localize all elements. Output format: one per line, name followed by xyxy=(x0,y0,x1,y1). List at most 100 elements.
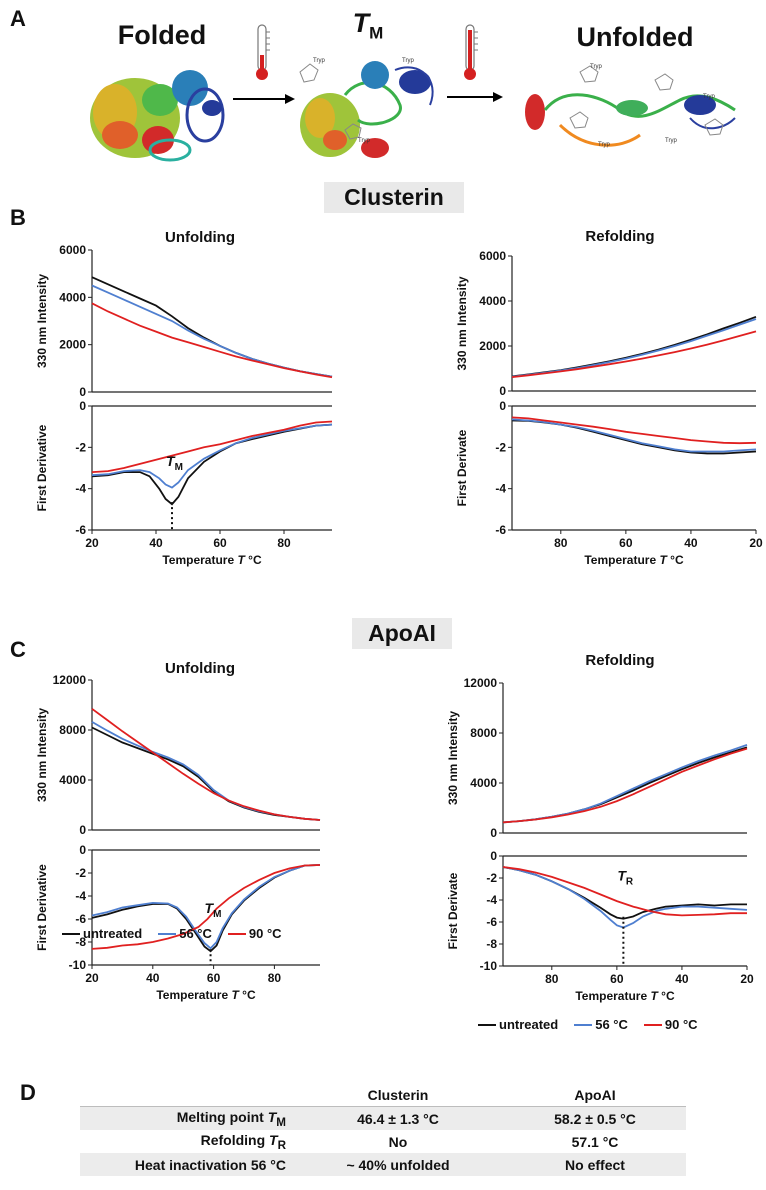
clusterin-unfolding-intensity-ylabel: 330 nm Intensity xyxy=(35,274,49,368)
arrow-right-icon xyxy=(233,94,295,104)
apoai-unfolding-derivative-ytick-label-4: -8 xyxy=(75,935,86,949)
apoai-refolding-derivative-ylabel: First Derivate xyxy=(446,872,460,949)
legend-label-untreated-2: untreated xyxy=(499,1017,559,1032)
clusterin-refolding-derivative-xtick-label-3: 20 xyxy=(749,536,763,550)
clusterin-refolding-derivative-ytick-label-2: -4 xyxy=(495,482,506,496)
clusterin-refolding-derivative-xtick-label-2: 40 xyxy=(684,536,698,550)
tryp-label-7: Tryp xyxy=(665,138,677,144)
clusterin-refolding-title: Refolding xyxy=(585,228,655,245)
apoai-refolding-intensity-ytick-label-1: 4000 xyxy=(470,776,497,790)
apoai-refolding-intensity-ytick-label-0: 0 xyxy=(490,826,497,840)
legend-apoai-unfolding: untreated 56 °C 90 °C xyxy=(62,926,292,941)
apoai-unfolding-intensity-series-56 xyxy=(91,721,321,821)
legend-item-56-2: 56 °C xyxy=(574,1017,628,1032)
apoai-refolding-intensity-ylabel: 330 nm Intensity xyxy=(446,711,460,805)
legend-item-56: 56 °C xyxy=(158,926,212,941)
apoai-unfolding-derivative-xtick-label-1: 40 xyxy=(146,971,160,985)
legend-item-90-2: 90 °C xyxy=(643,1017,698,1032)
clusterin-refolding-intensity-series-untreated xyxy=(511,315,757,378)
cell-apoai: 58.2 ± 0.5 °C xyxy=(504,1106,686,1130)
clusterin-unfolding-derivative-series-90 xyxy=(91,420,333,473)
clusterin-unfolding-intensity-ytick-label-2: 4000 xyxy=(59,290,86,304)
stage-unfolded-label: Unfolded xyxy=(576,22,694,52)
apoai-refolding-intensity-series-untreated xyxy=(502,746,748,824)
apoai-unfolding-derivative-ytick-label-0: 0 xyxy=(79,843,86,857)
legend-apoai-refolding: untreated 56 °C 90 °C xyxy=(478,1017,708,1032)
apoai-unfolding-derivative-ytick-label-2: -4 xyxy=(75,889,86,903)
clusterin-unfolding-intensity-series-56 xyxy=(91,284,333,378)
apoai-refolding-title: Refolding xyxy=(585,652,655,669)
apoai-unfolding-derivative-ytick-label-3: -6 xyxy=(75,912,86,926)
intermediate-protein-image: Tryp Tryp Tryp xyxy=(299,58,434,158)
section-title-apoai: ApoAI xyxy=(352,618,452,649)
clusterin-unfolding-derivative-xtick-label-3: 80 xyxy=(277,536,291,550)
legend-label-untreated: untreated xyxy=(83,926,143,941)
apoai-refolding-derivative-ytick-label-1: -2 xyxy=(486,871,497,885)
clusterin-unfolding-derivative-ytick-label-1: -2 xyxy=(75,440,86,454)
apoai-unfolding-intensity-ytick-label-2: 8000 xyxy=(59,723,86,737)
apoai-unfolding-derivative-series-90 xyxy=(91,864,321,950)
legend-swatch-90-2 xyxy=(643,1023,662,1026)
tryp-label-4: Tryp xyxy=(590,64,602,70)
cell-apoai: No effect xyxy=(504,1153,686,1176)
apoai-unfolding-intensity-ytick-label-0: 0 xyxy=(79,823,86,837)
apoai-refolding-intensity-series-56 xyxy=(502,744,748,824)
legend-label-56-2: 56 °C xyxy=(595,1017,628,1032)
apoai-unfolding-derivative-xtick-label-3: 80 xyxy=(268,971,282,985)
clusterin-unfolding-derivative-xtick-label-0: 20 xyxy=(85,536,99,550)
clusterin-refolding-intensity-ytick-label-3: 6000 xyxy=(479,249,506,263)
row-label-italic: T xyxy=(267,1108,277,1125)
clusterin-unfolding-intensity-ytick-label-0: 0 xyxy=(79,385,86,399)
clusterin-unfolding-intensity-ytick-label-3: 6000 xyxy=(59,243,86,257)
thermometer-icon xyxy=(256,24,270,80)
legend-swatch-56 xyxy=(158,932,177,935)
stage-tm-letter: T xyxy=(352,8,370,38)
clusterin-refolding-derivative-series-56 xyxy=(511,418,757,453)
clusterin-unfolding-derivative-xlabel: Temperature T °C xyxy=(162,553,262,567)
summary-table: Clusterin ApoAI Melting point TM 46.4 ± … xyxy=(80,1083,686,1176)
apoai-unfolding-derivative-series-56 xyxy=(91,864,321,950)
cell-clusterin: 46.4 ± 1.3 °C xyxy=(292,1106,504,1130)
legend-label-90-2: 90 °C xyxy=(664,1017,698,1032)
clusterin-refolding-intensity-series-90 xyxy=(511,330,757,378)
clusterin-refolding-intensity-ytick-label-2: 4000 xyxy=(479,294,506,308)
clusterin-unfolding-derivative-ytick-label-0: 0 xyxy=(79,399,86,413)
table-row: Heat inactivation 56 °C ~ 40% unfolded N… xyxy=(80,1153,686,1176)
apoai-refolding-derivative-xtick-label-1: 60 xyxy=(610,972,624,986)
apoai-refolding-intensity-ytick-label-3: 12000 xyxy=(464,676,498,690)
apoai-refolding-derivative-tr-label: TR xyxy=(617,868,634,888)
cell-clusterin: No xyxy=(388,1133,408,1150)
clusterin-refolding-derivative-xlabel: Temperature T °C xyxy=(584,553,684,567)
stage-tm-label: TM xyxy=(328,8,408,43)
clusterin-unfolding-derivative-series-56 xyxy=(91,423,333,489)
cell-clusterin: ~ 40% unfolded xyxy=(292,1153,504,1176)
section-title-clusterin: Clusterin xyxy=(324,182,464,213)
legend-label-56: 56 °C xyxy=(179,926,212,941)
clusterin-refolding-derivative-ylabel: First Derivate xyxy=(455,429,469,506)
clusterin-unfolding-derivative-ytick-label-2: -4 xyxy=(75,482,86,496)
protein-illustrations: Tryp Tryp Tryp Tryp Tryp Tryp Tryp xyxy=(90,24,736,162)
clusterin-refolding-derivative-series-untreated xyxy=(511,419,757,455)
clusterin-refolding-derivative-series-90 xyxy=(511,416,757,445)
panel-label-c: C xyxy=(10,637,26,662)
apoai-refolding-derivative-xlabel: Temperature T °C xyxy=(575,989,675,1003)
apoai-refolding-intensity-ytick-label-2: 8000 xyxy=(470,726,497,740)
table-header-blank xyxy=(80,1083,292,1107)
apoai-unfolding-intensity-ytick-label-3: 12000 xyxy=(53,673,87,687)
apoai-unfolding-derivative-xtick-label-0: 20 xyxy=(85,971,99,985)
legend-swatch-untreated xyxy=(62,932,80,935)
row-label-sub: R xyxy=(277,1138,286,1152)
stage-folded-label: Folded xyxy=(117,20,207,50)
apoai-unfolding-intensity-series-90 xyxy=(91,708,321,821)
clusterin-unfolding-derivative-tm-label: TM xyxy=(166,453,183,473)
clusterin-refolding-intensity-series-56 xyxy=(511,318,757,378)
panel-label-b: B xyxy=(10,205,26,230)
apoai-refolding-derivative-ytick-label-3: -6 xyxy=(486,915,497,929)
legend-swatch-56-2 xyxy=(574,1023,593,1026)
tryp-label-2: Tryp xyxy=(402,58,414,64)
apoai-refolding-derivative-ytick-label-5: -10 xyxy=(480,959,498,973)
clusterin-refolding-derivative-ytick-label-3: -6 xyxy=(495,523,506,537)
clusterin-unfolding-derivative-xtick-label-1: 40 xyxy=(149,536,163,550)
row-label-melting: Melting point TM xyxy=(80,1106,292,1130)
tryp-label-3: Tryp xyxy=(358,138,370,144)
